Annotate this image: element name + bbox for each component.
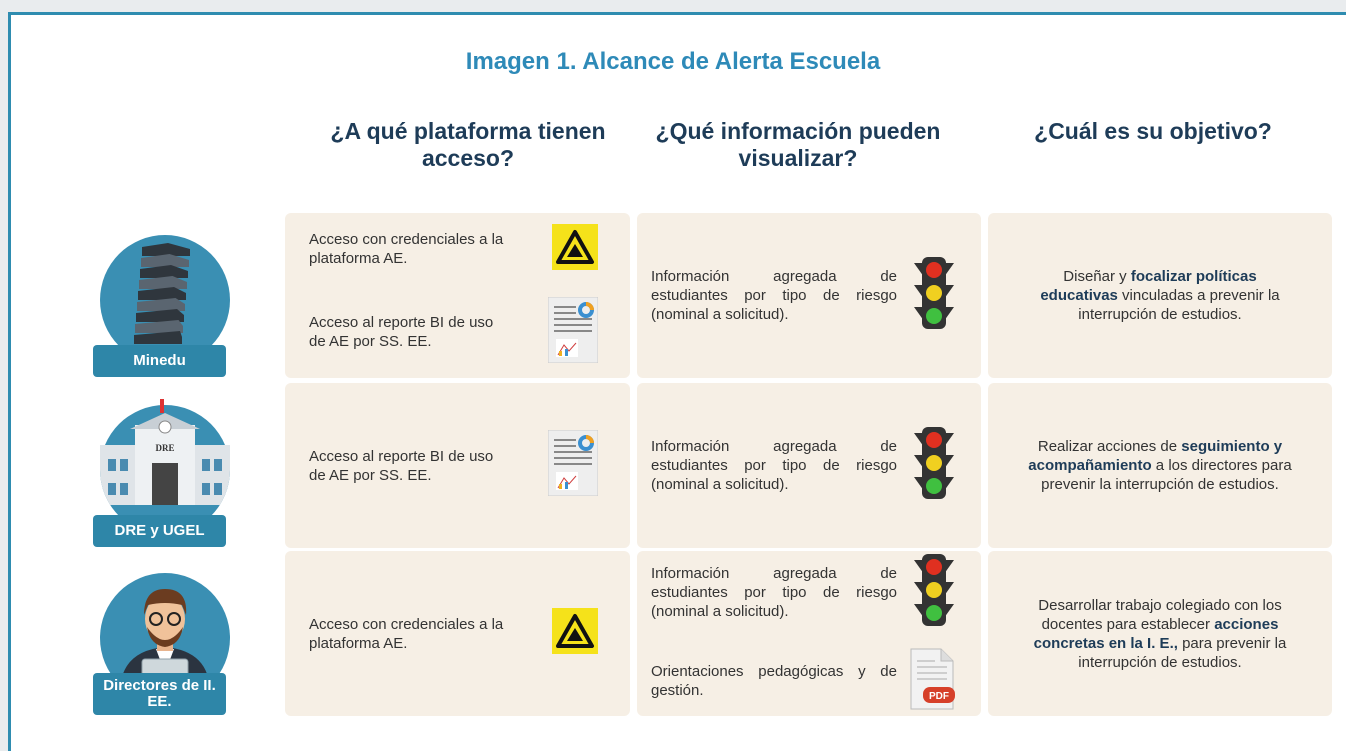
column-header: ¿Cuál es su objetivo? [1034, 118, 1272, 144]
objective-bold: seguimiento y acompañamiento [1028, 438, 1283, 474]
building-sign: DRE [155, 443, 174, 453]
objective-text: Realizar acciones de seguimiento y acomp… [988, 437, 1332, 494]
info-text: Información agregada de estudiantes por … [651, 268, 897, 323]
access-text: Acceso con credenciales a la plataforma … [309, 615, 504, 652]
icon-traffic [911, 552, 957, 633]
icon-bi [547, 429, 599, 501]
column-header: ¿Qué información pueden visualizar? [655, 118, 941, 171]
objective-segment: vinculadas a prevenir la interrupción de… [1078, 287, 1280, 323]
role-label: Directores de II. EE. [93, 673, 226, 715]
objective-text: Diseñar y focalizar políticas educativas… [988, 267, 1332, 324]
column-header: ¿A qué plataforma tienen acceso? [330, 118, 606, 171]
access-card: Acceso con credenciales a la plataforma … [285, 213, 630, 378]
icon-traffic [911, 425, 957, 506]
objective-segment: a los directores para prevenir la interr… [1041, 457, 1292, 493]
role-label: DRE y UGEL [93, 515, 226, 547]
info-item: Información agregada de estudiantes por … [651, 552, 957, 633]
objective-text: Desarrollar trabajo colegiado con los do… [988, 596, 1332, 672]
access-card: Acceso al reporte BI de uso de AE por SS… [285, 383, 630, 548]
objective-card: Diseñar y focalizar políticas educativas… [988, 213, 1332, 378]
role-icon [90, 225, 240, 375]
icon-traffic [911, 255, 957, 336]
icon-bi [547, 296, 599, 368]
info-text: Información agregada de estudiantes por … [651, 438, 897, 493]
access-item: Acceso al reporte BI de uso de AE por SS… [309, 429, 599, 501]
role-illustration [100, 235, 230, 365]
objective-segment: Diseñar y [1063, 268, 1131, 285]
access-text: Acceso al reporte BI de uso de AE por SS… [309, 447, 494, 484]
objective-segment: Desarrollar trabajo colegiado con los do… [1038, 596, 1282, 633]
role-label: Minedu [93, 345, 226, 377]
role-icon: DRE [90, 395, 240, 545]
objective-card: Realizar acciones de seguimiento y acomp… [988, 383, 1332, 548]
icon-label: PDF [929, 691, 949, 702]
access-item: Acceso al reporte BI de uso de AE por SS… [309, 296, 599, 368]
title: Imagen 1. Alcance de Alerta Escuela [465, 48, 881, 75]
objective-bold: acciones concretas en la I. E., [1033, 615, 1279, 652]
access-card: Acceso con credenciales a la plataforma … [285, 551, 630, 716]
info-item: Orientaciones pedagógicas y de gestión. P… [651, 647, 957, 716]
access-item: Acceso con credenciales a la plataforma … [309, 608, 598, 659]
objective-segment: para prevenir la interrupción de estudio… [1078, 634, 1287, 671]
objective-segment: Realizar acciones de [1037, 438, 1182, 455]
info-item: Información agregada de estudiantes por … [651, 425, 957, 506]
access-text: Acceso con credenciales a la plataforma … [309, 231, 504, 267]
info-card: Información agregada de estudiantes por … [637, 551, 981, 716]
objective-bold: focalizar políticas educativas [1040, 268, 1257, 304]
access-item: Acceso con credenciales a la plataforma … [309, 223, 598, 275]
role-illustration: DRE [100, 399, 230, 535]
info-text: Orientaciones pedagógicas y de gestión. [651, 663, 897, 699]
info-card: Información agregada de estudiantes por … [637, 213, 981, 378]
objective-card: Desarrollar trabajo colegiado con los do… [988, 551, 1332, 716]
icon-ae [552, 223, 598, 275]
info-card: Información agregada de estudiantes por … [637, 383, 981, 548]
info-text: Información agregada de estudiantes por … [651, 564, 897, 620]
icon-pdf: PDF [907, 647, 957, 716]
access-text: Acceso al reporte BI de uso de AE por SS… [309, 314, 494, 350]
info-item: Información agregada de estudiantes por … [651, 255, 957, 336]
icon-ae [552, 608, 598, 659]
